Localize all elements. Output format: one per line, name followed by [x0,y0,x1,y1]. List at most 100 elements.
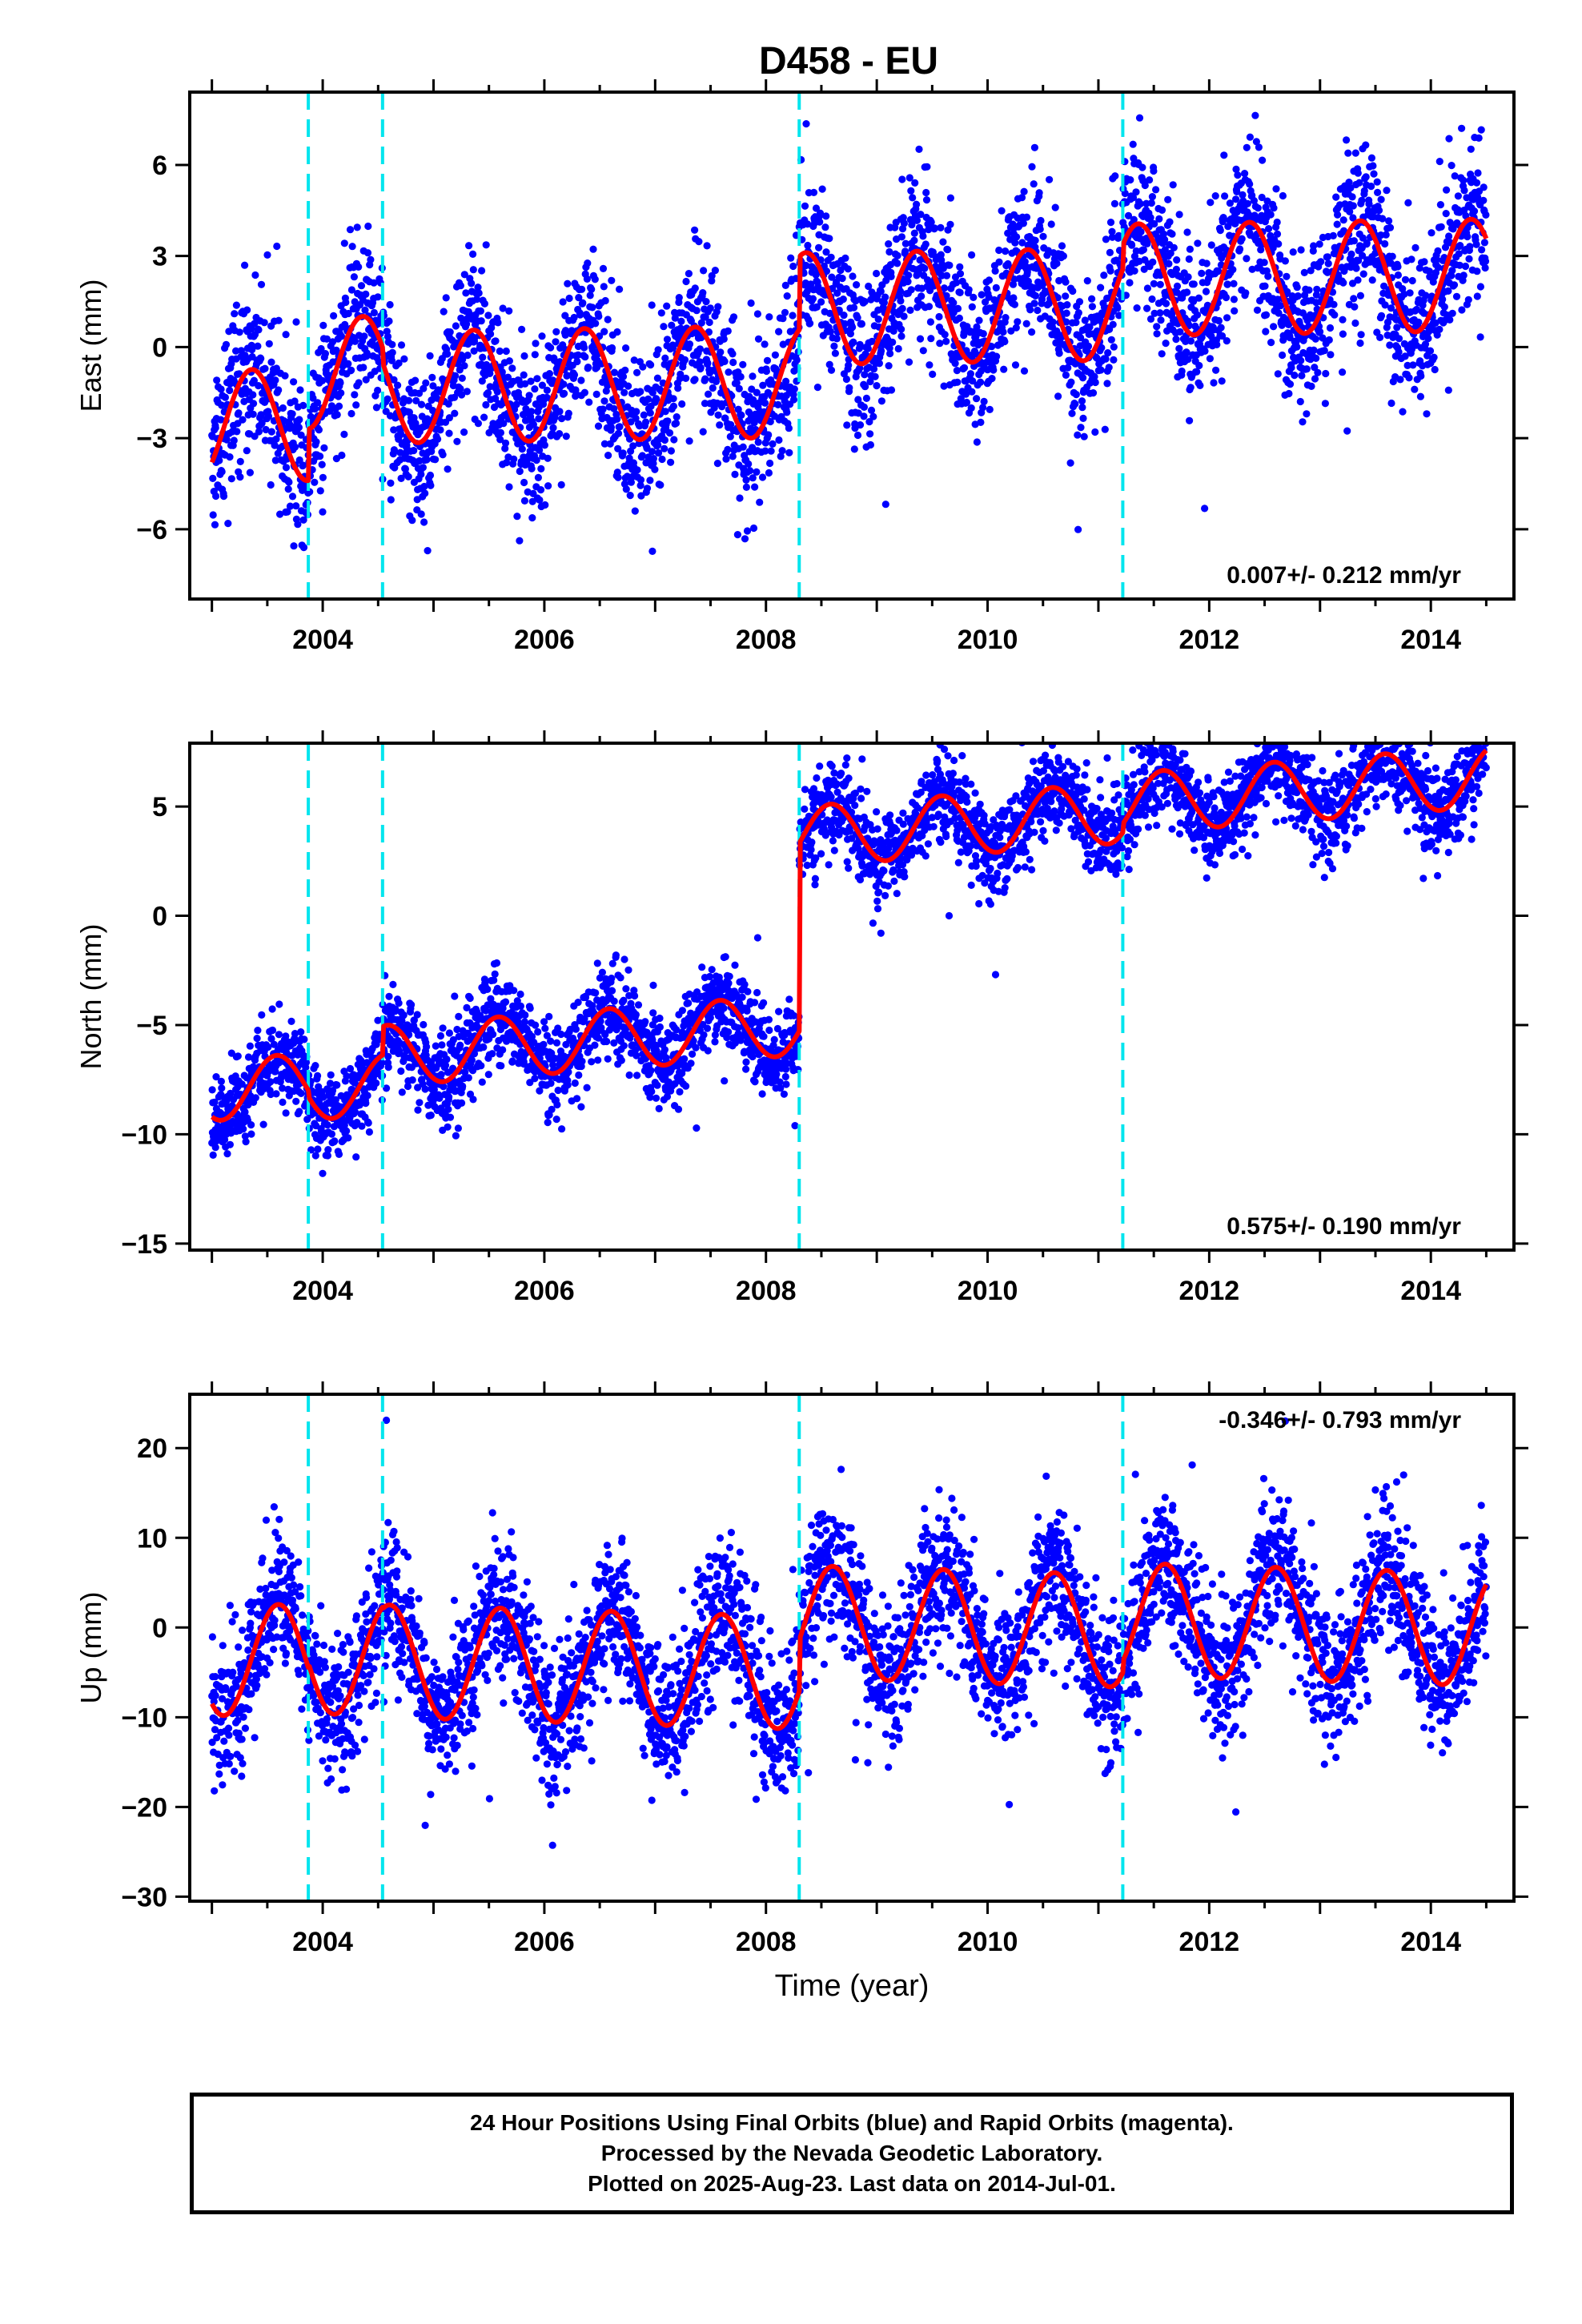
data-point [581,353,589,361]
data-point [255,428,263,436]
data-point [1305,286,1313,294]
data-point [1217,324,1225,332]
data-point [417,510,425,518]
data-point [990,366,998,374]
data-point [709,384,717,392]
data-point [926,318,934,326]
data-point [998,207,1006,215]
data-point [343,1072,351,1080]
data-point [1207,241,1215,249]
data-point [763,356,772,364]
data-point [564,409,572,417]
data-point [721,357,729,365]
data-point [1297,356,1305,364]
data-point [1350,237,1358,245]
data-point [636,388,644,396]
data-point [588,304,596,312]
data-point [1020,187,1028,195]
data-point [415,389,424,397]
data-point [221,393,229,401]
data-point [809,263,817,271]
data-point [1445,232,1453,240]
data-point [761,447,769,455]
data-point [1090,372,1098,380]
data-point [257,280,266,288]
data-point [1275,309,1283,317]
data-point [516,1002,525,1010]
data-point [830,342,838,350]
data-point [894,344,902,353]
data-point [319,321,327,329]
data-point [407,1001,416,1009]
data-point [432,456,440,464]
data-point [1054,392,1062,400]
data-point [1156,309,1164,317]
data-point [564,279,572,287]
data-point [482,1007,490,1015]
data-point [1339,368,1347,376]
data-point [725,368,733,376]
data-point [1114,304,1122,312]
data-point [455,1012,463,1020]
data-point [849,323,857,332]
data-point [544,482,552,490]
data-point [850,445,858,453]
data-point [1184,356,1192,364]
data-point [1330,300,1338,308]
data-point [985,276,994,284]
data-point [887,386,896,394]
data-point [1101,425,1109,433]
data-point [211,1144,219,1152]
data-point [428,373,436,381]
data-point [344,309,352,318]
data-point [1243,143,1251,151]
data-point [1401,352,1409,360]
data-point [926,361,934,369]
data-point [681,356,689,364]
data-point [296,386,304,394]
data-point [322,1107,330,1115]
data-point [209,511,217,519]
data-point [1207,199,1215,207]
data-point [1320,347,1328,355]
data-point [691,284,699,292]
data-point [547,344,555,352]
data-point [817,298,825,306]
data-point [592,390,600,398]
data-point [766,459,774,468]
data-point [1343,427,1351,435]
data-point [1436,201,1444,209]
data-point [1059,252,1067,260]
data-point [917,292,926,300]
data-point [1387,304,1395,312]
data-point [927,335,935,343]
y-tick-label: 6 [152,151,167,181]
data-point [1108,227,1116,235]
data-point [922,196,931,204]
data-point [720,335,728,343]
data-point [1012,324,1020,332]
data-point [545,370,554,378]
data-point [1051,203,1059,211]
data-point [1230,279,1238,287]
data-point [384,1052,392,1060]
data-point [456,1041,464,1049]
data-point [386,300,394,309]
data-point [1183,228,1191,236]
data-point [946,261,954,269]
data-point [1124,211,1133,219]
data-point [424,547,432,555]
data-point [299,461,307,469]
data-point [1434,247,1442,255]
data-point [496,436,504,444]
data-point [438,1041,446,1049]
data-point [942,337,950,345]
data-point [826,328,834,336]
data-point [272,435,280,443]
data-point [1381,301,1389,309]
data-point [520,352,528,360]
data-point [332,346,340,354]
data-point [491,970,499,978]
data-point [1474,169,1482,177]
data-point [822,248,830,256]
